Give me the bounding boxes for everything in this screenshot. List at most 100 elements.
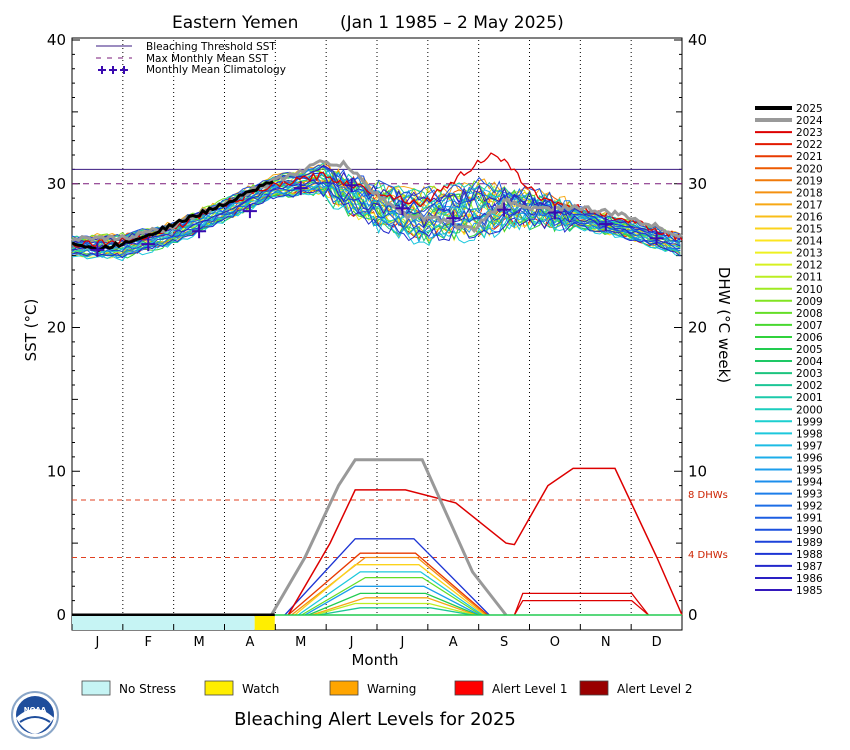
alert-key-swatch	[204, 680, 234, 696]
alert-key-swatch	[579, 680, 609, 696]
y-tick-label-right: 30	[688, 175, 707, 193]
year-legend-label: 2017	[796, 199, 823, 211]
year-legend-label: 2004	[796, 356, 823, 368]
y-tick-label-left: 10	[47, 462, 66, 480]
year-legend-label: 1998	[796, 428, 823, 440]
year-legend-label: 1994	[796, 477, 823, 489]
x-tick-label: M	[193, 635, 204, 650]
x-tick-label: N	[601, 635, 611, 650]
year-legend-label: 1992	[796, 501, 823, 513]
x-tick-label: J	[94, 635, 99, 650]
alert-key-label: Warning	[367, 682, 416, 696]
year-legend-label: 2000	[796, 404, 823, 416]
chart-title-range: (Jan 1 1985 – 2 May 2025)	[340, 13, 564, 33]
climatology-marker	[293, 181, 308, 196]
year-legend-label: 2007	[796, 320, 823, 332]
y-axis-right-label: DHW (°C week)	[715, 267, 733, 383]
alert-key-swatch	[81, 680, 111, 696]
sst-line-1994	[71, 178, 681, 250]
dhw-line-minor	[301, 576, 482, 616]
alert-segment	[72, 616, 255, 630]
year-legend-label: 1997	[796, 440, 823, 452]
alert-segment	[254, 616, 275, 630]
year-legend-label: 1991	[796, 513, 823, 525]
alert-bar	[72, 616, 275, 630]
year-legend-label: 2015	[796, 224, 823, 236]
series-lines	[71, 152, 683, 617]
year-legend-label: 2003	[796, 368, 823, 380]
x-tick-label: F	[145, 635, 152, 650]
year-legend-label: 1988	[796, 549, 823, 561]
alert-key-label: Alert Level 2	[617, 682, 693, 696]
x-axis-label: Month	[351, 651, 398, 669]
month-gridlines	[122, 40, 632, 615]
year-legend-label: 2001	[796, 392, 823, 404]
y-axis-left-label: SST (°C)	[22, 299, 40, 362]
y-tick-label-right: 10	[688, 462, 707, 480]
sst-line-1995	[71, 187, 681, 259]
y-tick-label-left: 20	[47, 319, 66, 337]
legend-climatology-plus-icon	[98, 66, 128, 74]
year-legend-label: 2002	[796, 380, 823, 392]
climatology-marker	[497, 202, 512, 217]
chart-title-region: Eastern Yemen	[172, 13, 298, 33]
dhw-line-2023	[287, 467, 683, 616]
year-legend-label: 2008	[796, 308, 823, 320]
year-legend: 2025202420232022202120202019201820172016…	[755, 103, 823, 597]
x-tick-label: A	[245, 635, 254, 650]
reference-lines	[72, 168, 682, 558]
sst-line-2025	[71, 180, 274, 252]
year-legend-label: 2021	[796, 151, 823, 163]
x-tick-label: M	[295, 635, 306, 650]
year-legend-label: 1996	[796, 452, 823, 464]
climatology-marker	[395, 201, 410, 216]
legend-threshold-label: Bleaching Threshold SST	[146, 41, 276, 53]
alert-key-label: Alert Level 1	[492, 682, 568, 696]
year-legend-label: 2005	[796, 344, 823, 356]
dhw-line-autumn	[513, 599, 649, 616]
year-legend-label: 2012	[796, 260, 823, 272]
top-legend: Bleaching Threshold SST Max Monthly Mean…	[96, 41, 286, 76]
climatology-marker	[649, 231, 664, 246]
year-legend-label: 2020	[796, 163, 823, 175]
plot-area	[71, 37, 683, 631]
y-tick-label-left: 30	[47, 175, 66, 193]
dhw-line-minor	[294, 564, 485, 616]
year-legend-label: 1986	[796, 573, 823, 585]
x-tick-label: A	[449, 635, 458, 650]
sst-line-1986	[71, 179, 681, 251]
climatology-marker	[344, 178, 359, 193]
x-tick-label: J	[399, 635, 404, 650]
year-legend-label: 2009	[796, 296, 823, 308]
year-legend-label: 2016	[796, 211, 823, 223]
dhw-line-2024	[270, 458, 508, 616]
noaa-logo-text: NOAA	[24, 706, 47, 714]
climatology-marker	[446, 211, 461, 226]
alert-key-swatch	[329, 680, 359, 696]
year-legend-label: 2006	[796, 332, 823, 344]
x-tick-label: S	[500, 635, 508, 650]
dhw-line-minor	[297, 571, 483, 616]
year-legend-label: 2023	[796, 127, 823, 139]
year-legend-label: 1989	[796, 537, 823, 549]
y-tick-label-right: 40	[688, 31, 707, 49]
year-legend-label: 2010	[796, 284, 823, 296]
climatology-marker	[90, 242, 105, 257]
x-tick-label: D	[652, 635, 662, 650]
year-legend-label: 2013	[796, 248, 823, 260]
dhw-8-label: 8 DHWs	[688, 490, 728, 501]
alert-key-label: Watch	[242, 682, 279, 696]
legend-mmm-label: Max Monthly Mean SST	[146, 53, 269, 65]
climatology-marker	[141, 237, 156, 252]
y-tick-label-right: 0	[688, 606, 698, 624]
year-legend-label: 2011	[796, 272, 823, 284]
y-tick-label-left: 0	[56, 606, 66, 624]
sst-line-2024	[71, 159, 683, 243]
alert-level-key: No Stress Watch Warning Alert Level 1 Alert …	[81, 680, 693, 696]
year-legend-label: 2024	[796, 115, 823, 127]
dhw-line-minor	[304, 585, 480, 616]
legend-climatology-label: Monthly Mean Climatology	[146, 64, 286, 76]
year-legend-label: 1993	[796, 489, 823, 501]
